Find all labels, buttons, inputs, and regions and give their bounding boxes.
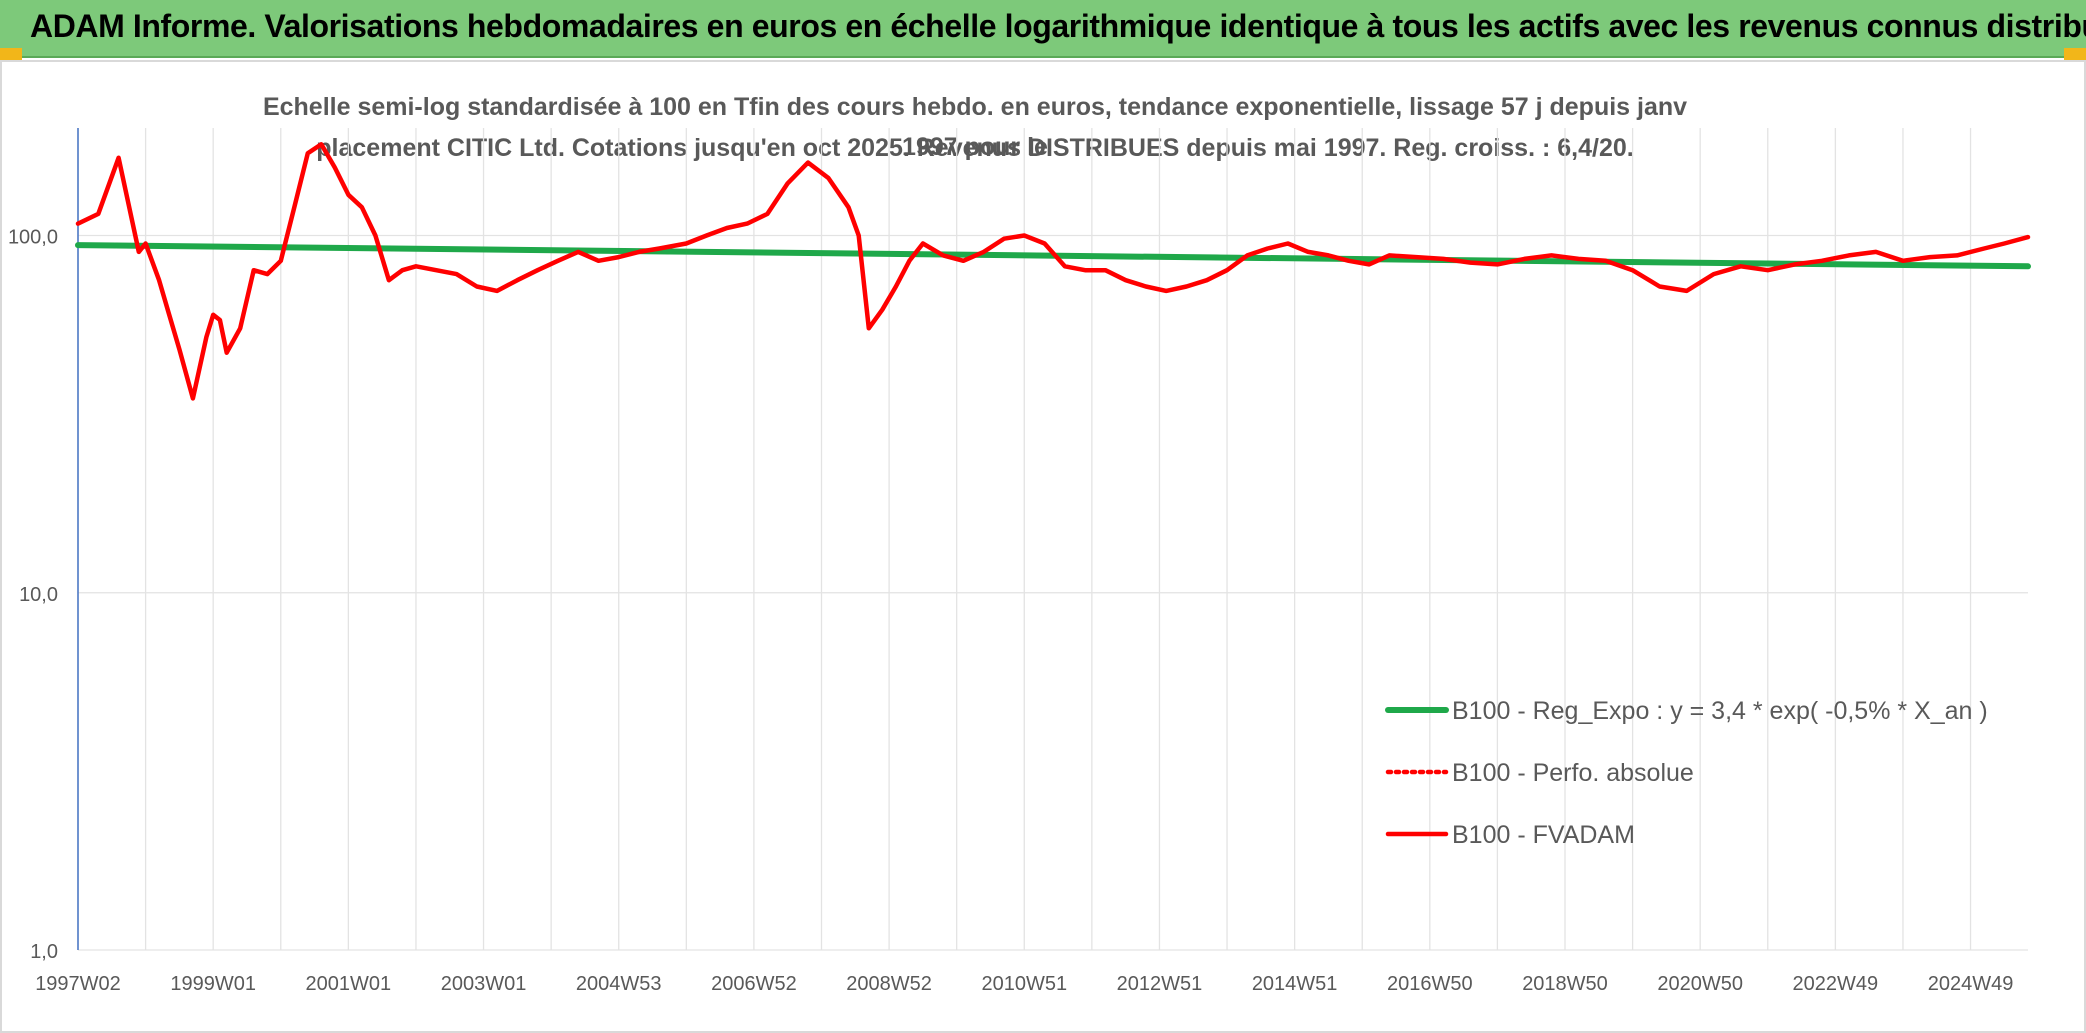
report-title: ADAM Informe. Valorisations hebdomadaire… (30, 8, 2086, 44)
series-lines (75, 142, 2031, 401)
legend-label: B100 - Perfo. absolue (1452, 759, 1694, 787)
y-tick-label: 1,0 (30, 941, 58, 963)
gridlines (77, 128, 2028, 951)
legend-label: B100 - FVADAM (1452, 821, 1635, 849)
corner-marker-right (2064, 48, 2086, 60)
x-tick-label: 2018W50 (1522, 973, 1608, 995)
x-tick-label: 2010W51 (981, 973, 1067, 995)
x-tick-label: 2012W51 (1117, 973, 1203, 995)
x-tick-label: 2006W52 (711, 973, 797, 995)
x-tick-label: 2020W50 (1657, 973, 1743, 995)
chart-title-line-2: placement CITIC Ltd. Cotations jusqu'en … (316, 134, 1634, 162)
chart-frame (0, 60, 2086, 1033)
series-line (75, 142, 2031, 401)
x-tick-label: 1999W01 (170, 973, 256, 995)
x-tick-label: 1997W02 (35, 973, 121, 995)
legend: B100 - Reg_Expo : y = 3,4 * exp( -0,5% *… (1385, 697, 1988, 849)
x-tick-label: 2003W01 (441, 973, 527, 995)
x-tick-label: 2016W50 (1387, 973, 1473, 995)
axes: 1,0 10,0 100,0 1997W02 1999W01 2001W01 2003W01… (8, 128, 2013, 995)
x-tick-label: 2004W53 (576, 973, 662, 995)
x-tick-label: 2022W49 (1793, 973, 1879, 995)
header-bar: ADAM Informe. Valorisations hebdomadaire… (0, 0, 2086, 58)
x-tick-label: 2024W49 (1928, 973, 2014, 995)
x-tick-label: 2014W51 (1252, 973, 1338, 995)
y-tick-label: 10,0 (19, 584, 58, 606)
corner-marker-left (0, 48, 22, 60)
x-tick-label: 2001W01 (306, 973, 392, 995)
legend-label: B100 - Reg_Expo : y = 3,4 * exp( -0,5% *… (1452, 697, 1988, 725)
chart-title-line-1: Echelle semi-log standardisée à 100 en T… (262, 93, 1688, 161)
x-tick-label: 2008W52 (846, 973, 932, 995)
y-tick-label: 100,0 (8, 227, 58, 249)
